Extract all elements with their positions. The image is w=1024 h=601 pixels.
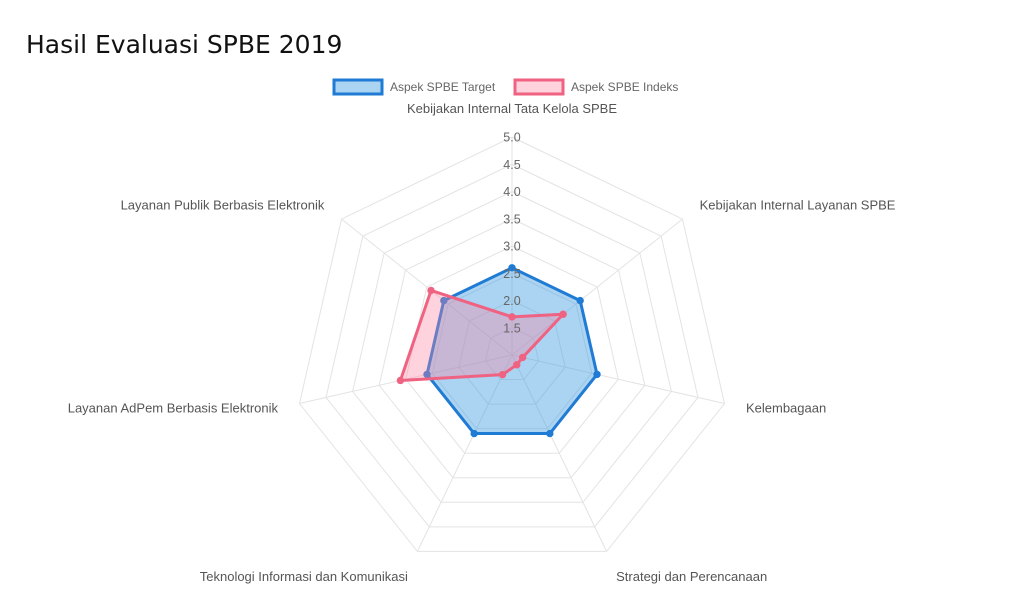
data-point xyxy=(518,353,527,362)
grid-ring xyxy=(298,136,726,552)
data-point xyxy=(427,286,435,295)
grid-ring xyxy=(458,299,566,405)
data-point xyxy=(498,370,507,379)
axis-spoke xyxy=(511,354,725,404)
tick-label: 5.0 xyxy=(503,131,520,145)
legend: Aspek SPBE Target Aspek SPBE Indeks xyxy=(332,78,678,96)
tick-label: 1.5 xyxy=(503,321,520,335)
data-point xyxy=(513,361,521,369)
data-point xyxy=(559,310,567,318)
chart-title: Hasil Evaluasi SPBE 2019 xyxy=(26,30,343,59)
data-point xyxy=(470,429,478,438)
data-point xyxy=(508,264,516,272)
legend-label: Aspek SPBE Indeks xyxy=(571,80,678,94)
legend-label: Aspek SPBE Target xyxy=(390,80,496,94)
axis-label: Strategi dan Perencanaan xyxy=(616,569,767,584)
data-point xyxy=(593,370,601,379)
data-point xyxy=(396,376,405,385)
tick-label: 3.5 xyxy=(503,212,520,226)
series-layer xyxy=(396,264,601,438)
tick-label: 2.5 xyxy=(503,267,520,281)
series-2 xyxy=(396,286,567,385)
axis-spoke xyxy=(341,218,513,356)
grid-ring xyxy=(352,190,672,503)
axis-labels: Kebijakan Internal Tata Kelola SPBE Kebij… xyxy=(68,101,896,584)
data-point xyxy=(576,296,584,305)
tick-label: 4.5 xyxy=(503,158,520,172)
tick-label: 2.0 xyxy=(503,294,520,308)
series-1 xyxy=(423,264,601,438)
axis-label: Teknologi Informasi dan Komunikasi xyxy=(200,569,408,584)
axis-label: Kebijakan Internal Layanan SPBE xyxy=(700,197,896,212)
legend-item: Aspek SPBE Target xyxy=(332,78,496,96)
grid-ring xyxy=(378,218,646,479)
grid-ring xyxy=(484,327,540,381)
series-area xyxy=(425,266,599,436)
data-point xyxy=(440,296,448,305)
legend-swatch xyxy=(332,78,384,96)
axis-label: Layanan AdPem Berbasis Elektronik xyxy=(68,400,279,415)
tick-label: 3.0 xyxy=(503,240,520,254)
axis-spoke xyxy=(511,354,608,552)
tick-label: 4.0 xyxy=(503,185,520,199)
data-point xyxy=(508,313,516,321)
axis-label: Layanan Publik Berbasis Elektronik xyxy=(121,197,325,212)
grid-ring xyxy=(431,272,593,430)
legend-item: Aspek SPBE Indeks xyxy=(513,78,678,96)
axis-spoke xyxy=(416,354,513,552)
data-point xyxy=(546,429,554,438)
tick-labels: 1.5 2.0 2.5 3.0 3.5 4.0 4.5 5.0 xyxy=(503,131,520,336)
grid-ring xyxy=(405,245,619,454)
grid-ring xyxy=(325,163,699,528)
axis-label: Kelembagaan xyxy=(746,400,826,415)
series-area xyxy=(398,288,565,382)
axis-label: Kebijakan Internal Tata Kelola SPBE xyxy=(407,101,617,116)
legend-swatch xyxy=(513,78,565,96)
axis-spoke xyxy=(511,218,683,356)
